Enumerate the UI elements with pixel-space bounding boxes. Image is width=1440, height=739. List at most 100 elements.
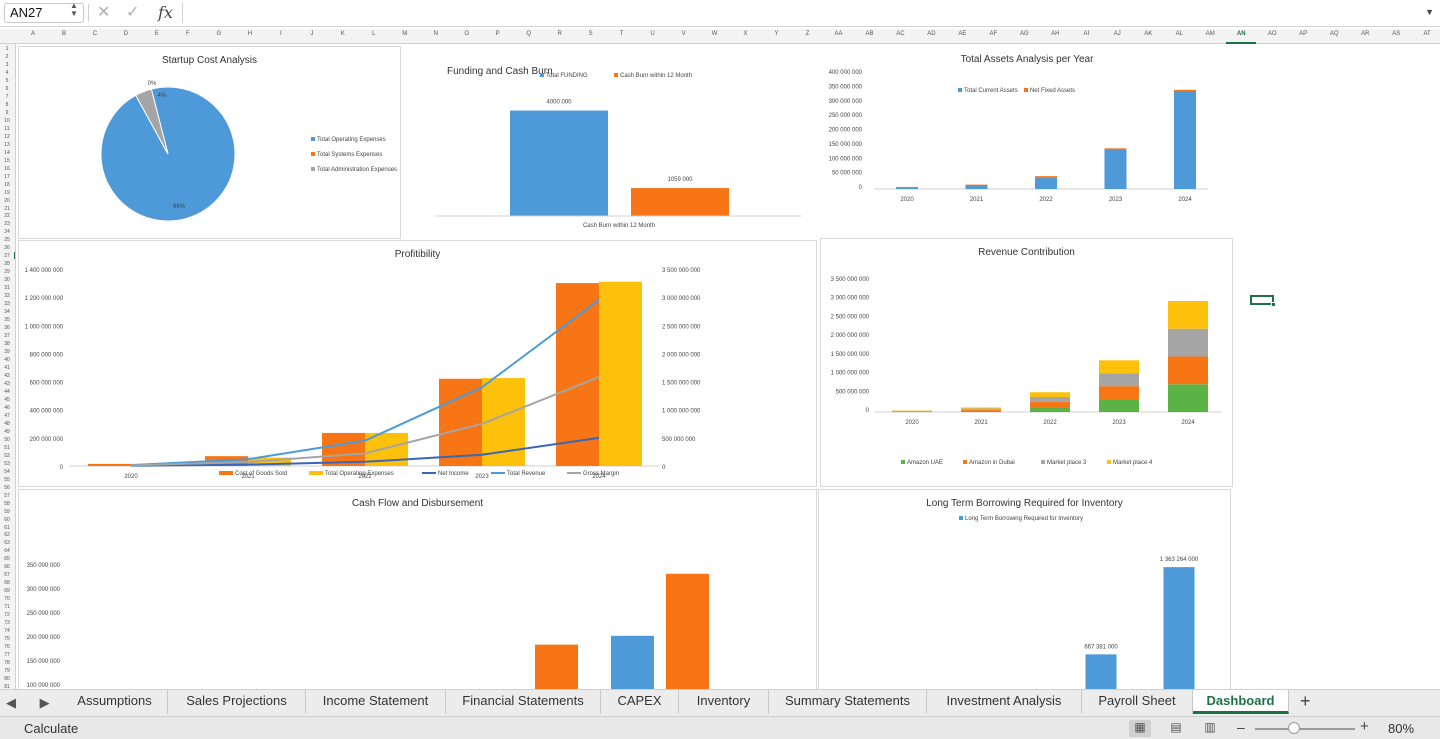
zoom-out-button[interactable]: – bbox=[1237, 719, 1245, 735]
column-header[interactable]: AP bbox=[1299, 31, 1308, 37]
tab-scroll-arrows-icon[interactable]: ◀ ▶ bbox=[6, 695, 60, 710]
function-icon[interactable]: fx bbox=[158, 3, 173, 22]
column-header[interactable]: F bbox=[186, 31, 190, 37]
sheet-tab[interactable]: CAPEX bbox=[601, 690, 679, 714]
row-header[interactable]: 23 bbox=[4, 221, 10, 228]
row-header[interactable]: 33 bbox=[4, 301, 10, 308]
row-header[interactable]: 38 bbox=[4, 341, 10, 348]
column-header[interactable]: AO bbox=[1267, 31, 1277, 37]
column-header[interactable]: Y bbox=[774, 31, 779, 37]
sheet-tab[interactable]: Dashboard bbox=[1193, 690, 1289, 714]
column-header[interactable]: AQ bbox=[1329, 31, 1339, 37]
sheet-tab[interactable]: Summary Statements bbox=[769, 690, 927, 714]
row-header[interactable]: 16 bbox=[4, 165, 10, 172]
row-header[interactable]: 71 bbox=[4, 604, 10, 611]
sheet-tab[interactable]: Payroll Sheet bbox=[1082, 690, 1193, 714]
column-header[interactable]: M bbox=[402, 31, 408, 37]
row-header[interactable]: 48 bbox=[4, 420, 10, 427]
row-header[interactable]: 32 bbox=[4, 293, 10, 300]
sheet-tab[interactable]: Investment Analysis bbox=[927, 690, 1082, 714]
row-header[interactable]: 7 bbox=[5, 93, 9, 100]
column-header[interactable]: P bbox=[495, 31, 500, 37]
row-header[interactable]: 18 bbox=[4, 181, 10, 188]
row-header[interactable]: 46 bbox=[4, 404, 10, 411]
column-header[interactable]: AH bbox=[1051, 31, 1060, 37]
column-header[interactable]: K bbox=[340, 31, 345, 37]
row-header[interactable]: 44 bbox=[4, 388, 10, 395]
column-header[interactable]: AL bbox=[1175, 31, 1183, 37]
column-header[interactable]: AS bbox=[1392, 31, 1401, 37]
normal-view-icon[interactable]: ▦ bbox=[1129, 720, 1151, 737]
worksheet-grid[interactable]: Startup Cost Analysis 96% 0% 4% Total Opera… bbox=[16, 44, 1440, 695]
name-box-stepper-icon[interactable]: ▲ ▼ bbox=[70, 1, 78, 18]
column-header[interactable]: G bbox=[216, 31, 222, 37]
row-header[interactable]: 79 bbox=[4, 668, 10, 675]
row-header[interactable]: 60 bbox=[4, 516, 10, 523]
row-header[interactable]: 6 bbox=[5, 85, 9, 92]
column-header[interactable]: T bbox=[619, 31, 624, 37]
row-header[interactable]: 66 bbox=[4, 564, 10, 571]
row-header[interactable]: 67 bbox=[4, 572, 10, 579]
column-header[interactable]: AR bbox=[1360, 31, 1370, 37]
row-header[interactable]: 61 bbox=[4, 524, 10, 531]
row-header[interactable]: 28 bbox=[4, 261, 10, 268]
page-break-view-icon[interactable]: ▥ bbox=[1204, 720, 1216, 734]
row-header[interactable]: 36 bbox=[4, 325, 10, 332]
column-header[interactable]: R bbox=[557, 31, 562, 37]
row-header[interactable]: 56 bbox=[4, 484, 10, 491]
column-header[interactable]: O bbox=[464, 31, 470, 37]
row-header[interactable]: 21 bbox=[4, 205, 10, 212]
row-header[interactable]: 30 bbox=[4, 277, 10, 284]
startup-cost-chart[interactable]: Startup Cost Analysis 96% 0% 4% Total Opera… bbox=[18, 46, 401, 239]
column-header[interactable]: Q bbox=[526, 31, 531, 37]
row-header[interactable]: 77 bbox=[4, 652, 10, 659]
row-header[interactable]: 81 bbox=[4, 684, 10, 690]
column-header[interactable]: J bbox=[310, 31, 314, 37]
column-header[interactable]: U bbox=[650, 31, 655, 37]
column-header[interactable]: C bbox=[92, 31, 98, 37]
column-header[interactable]: A bbox=[30, 31, 35, 37]
row-header[interactable]: 9 bbox=[5, 109, 9, 116]
sheet-tab[interactable]: Inventory bbox=[679, 690, 769, 714]
row-header[interactable]: 27 bbox=[4, 253, 10, 260]
fill-handle[interactable] bbox=[1271, 302, 1276, 307]
column-header[interactable]: AK bbox=[1144, 31, 1153, 37]
column-header[interactable]: H bbox=[247, 31, 253, 37]
column-header[interactable]: AM bbox=[1205, 31, 1215, 37]
row-header[interactable]: 8 bbox=[5, 101, 9, 108]
column-header[interactable]: X bbox=[743, 31, 748, 37]
row-header[interactable]: 37 bbox=[4, 333, 10, 340]
row-header[interactable]: 12 bbox=[4, 133, 10, 140]
assets-chart[interactable]: Total Assets Analysis per Year 400 000 0… bbox=[818, 46, 1236, 238]
column-header[interactable]: AI bbox=[1083, 31, 1090, 37]
row-header[interactable]: 42 bbox=[4, 372, 10, 379]
sheet-tab[interactable]: Assumptions bbox=[62, 690, 168, 714]
add-sheet-button[interactable]: + bbox=[1300, 691, 1311, 711]
row-header[interactable]: 63 bbox=[4, 540, 10, 547]
row-header[interactable]: 55 bbox=[4, 476, 10, 483]
sheet-tab[interactable]: Income Statement bbox=[306, 690, 446, 714]
row-header[interactable]: 11 bbox=[4, 125, 10, 132]
row-header[interactable]: 45 bbox=[4, 396, 10, 403]
sheet-tab[interactable]: Financial Statements bbox=[446, 690, 601, 714]
column-header[interactable]: I bbox=[279, 31, 282, 37]
column-header[interactable]: Z bbox=[805, 31, 810, 37]
column-header[interactable]: N bbox=[433, 31, 438, 37]
row-header[interactable]: 53 bbox=[4, 460, 10, 467]
row-header[interactable]: 17 bbox=[4, 173, 10, 180]
row-header[interactable]: 20 bbox=[4, 197, 10, 204]
row-header[interactable]: 22 bbox=[4, 213, 10, 220]
row-header[interactable]: 76 bbox=[4, 644, 10, 651]
row-header[interactable]: 73 bbox=[4, 620, 10, 627]
row-header[interactable]: 43 bbox=[4, 380, 10, 387]
formula-input[interactable] bbox=[182, 3, 1422, 23]
column-header[interactable]: E bbox=[154, 31, 159, 37]
row-header[interactable]: 41 bbox=[4, 365, 10, 371]
row-header[interactable]: 78 bbox=[4, 660, 10, 667]
name-box[interactable]: AN27 bbox=[4, 3, 84, 23]
column-header[interactable]: AA bbox=[834, 31, 843, 37]
zoom-in-button[interactable]: + bbox=[1360, 718, 1369, 735]
column-header[interactable]: AC bbox=[896, 31, 905, 37]
funding-chart[interactable]: Funding and Cash Burn 4000 000 1059 000 Ca… bbox=[435, 60, 807, 238]
row-header[interactable]: 24 bbox=[4, 229, 10, 236]
